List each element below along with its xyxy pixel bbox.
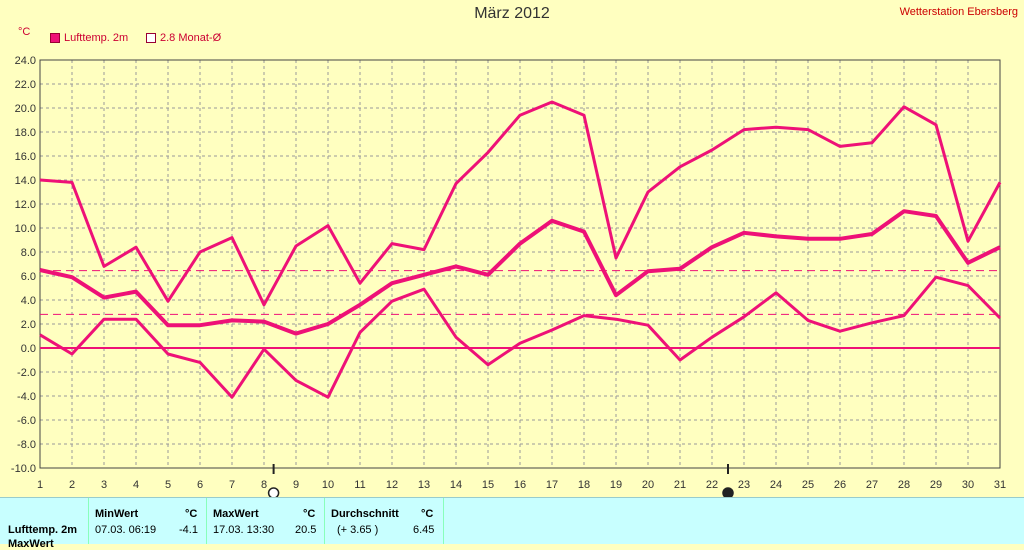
y-tick-label: 22.0 bbox=[15, 79, 36, 91]
x-tick-label: 4 bbox=[133, 479, 139, 491]
station-name: Wetterstation Ebersberg bbox=[899, 6, 1018, 18]
x-tick-label: 22 bbox=[706, 479, 718, 491]
x-tick-label: 2 bbox=[69, 479, 75, 491]
y-tick-label: 2.0 bbox=[21, 319, 36, 331]
legend-swatch-empty bbox=[146, 33, 156, 43]
stats-panel: Lufttemp. 2m MaxWert MinWert °C 07.03. 0… bbox=[0, 497, 1024, 550]
x-tick-label: 15 bbox=[482, 479, 494, 491]
x-tick-label: 11 bbox=[354, 479, 365, 491]
legend-main-label: Lufttemp. 2m bbox=[64, 32, 129, 44]
y-tick-label: 10.0 bbox=[15, 223, 36, 235]
x-tick-label: 1 bbox=[37, 479, 43, 491]
stats-next-row-label: MaxWert bbox=[8, 538, 54, 550]
y-tick-label: -6.0 bbox=[17, 415, 36, 427]
stats-min-header: MinWert bbox=[95, 508, 139, 520]
x-tick-label: 27 bbox=[866, 479, 878, 491]
legend-main: Lufttemp. 2m bbox=[50, 32, 128, 44]
y-tick-label: -4.0 bbox=[17, 391, 36, 403]
y-tick-label: 8.0 bbox=[21, 247, 36, 259]
stats-max-value: 20.5 bbox=[295, 524, 317, 536]
x-tick-label: 12 bbox=[386, 479, 398, 491]
legend-avg: 2.8 Monat-Ø bbox=[146, 32, 221, 44]
x-tick-label: 3 bbox=[101, 479, 107, 491]
y-tick-label: -2.0 bbox=[17, 367, 36, 379]
x-tick-label: 10 bbox=[322, 479, 334, 491]
y-tick-label: 6.0 bbox=[21, 271, 36, 283]
y-axis-unit: °C bbox=[18, 26, 31, 38]
x-tick-label: 6 bbox=[197, 479, 203, 491]
y-tick-label: 4.0 bbox=[21, 295, 36, 307]
y-tick-label: 0.0 bbox=[21, 343, 36, 355]
stats-avg-value: 6.45 bbox=[413, 524, 435, 536]
series-mean-line bbox=[39, 209, 1001, 336]
x-tick-label: 17 bbox=[546, 479, 558, 491]
x-tick-label: 7 bbox=[229, 479, 235, 491]
stats-min-value: -4.1 bbox=[179, 524, 198, 536]
stats-label-cell: Lufttemp. 2m MaxWert bbox=[0, 498, 88, 550]
y-tick-label: 14.0 bbox=[15, 175, 36, 187]
stats-avg-delta: (+ 3.65 ) bbox=[337, 524, 379, 536]
x-tick-label: 5 bbox=[165, 479, 171, 491]
x-tick-label: 25 bbox=[802, 479, 814, 491]
plot-frame bbox=[39, 59, 1001, 469]
x-tick-label: 19 bbox=[610, 479, 622, 491]
x-tick-label: 31 bbox=[994, 479, 1006, 491]
stats-min-unit: °C bbox=[185, 508, 198, 520]
stats-max-unit: °C bbox=[303, 508, 316, 520]
stats-min-cell: MinWert °C 07.03. 06:19 -4.1 bbox=[88, 498, 207, 544]
stats-max-cell: MaxWert °C 17.03. 13:30 20.5 bbox=[206, 498, 325, 544]
stats-min-date: 07.03. 06:19 bbox=[95, 524, 157, 536]
x-tick-label: 26 bbox=[834, 479, 846, 491]
stats-avg-cell: Durchschnitt °C (+ 3.65 ) 6.45 bbox=[324, 498, 444, 544]
x-tick-label: 29 bbox=[930, 479, 942, 491]
y-tick-label: 20.0 bbox=[15, 103, 36, 115]
x-tick-label: 8 bbox=[261, 479, 267, 491]
y-tick-label: 18.0 bbox=[15, 127, 36, 139]
stats-row-label: Lufttemp. 2m bbox=[8, 524, 78, 536]
legend-avg-label: 2.8 Monat-Ø bbox=[160, 32, 222, 44]
x-tick-label: 24 bbox=[770, 479, 782, 491]
series-max-line bbox=[39, 100, 1002, 307]
x-tick-label: 30 bbox=[962, 479, 974, 491]
x-tick-label: 16 bbox=[514, 479, 526, 491]
x-tick-label: 18 bbox=[578, 479, 590, 491]
y-tick-label: -8.0 bbox=[17, 439, 36, 451]
x-tick-label: 13 bbox=[418, 479, 430, 491]
x-tick-label: 21 bbox=[674, 479, 686, 491]
x-tick-label: 14 bbox=[450, 479, 462, 491]
stats-avg-unit: °C bbox=[421, 508, 434, 520]
stats-avg-header: Durchschnitt bbox=[331, 508, 399, 520]
x-tick-label: 20 bbox=[642, 479, 654, 491]
moon-full-icon bbox=[267, 487, 280, 497]
y-tick-label: 24.0 bbox=[15, 55, 36, 67]
x-tick-label: 28 bbox=[898, 479, 910, 491]
moon-new-icon bbox=[722, 487, 734, 497]
legend-swatch-filled bbox=[50, 33, 60, 43]
chart-title: März 2012 bbox=[474, 5, 550, 22]
x-tick-label: 9 bbox=[293, 479, 299, 491]
temperature-chart: 24.022.020.018.016.014.012.010.08.06.04.… bbox=[11, 55, 1006, 497]
stats-max-header: MaxWert bbox=[213, 508, 259, 520]
y-tick-label: -10.0 bbox=[11, 463, 36, 475]
x-tick-label: 23 bbox=[738, 479, 750, 491]
y-tick-label: 16.0 bbox=[15, 151, 36, 163]
series-min-line bbox=[39, 275, 1002, 399]
y-tick-label: 12.0 bbox=[15, 199, 36, 211]
stats-max-date: 17.03. 13:30 bbox=[213, 524, 275, 536]
